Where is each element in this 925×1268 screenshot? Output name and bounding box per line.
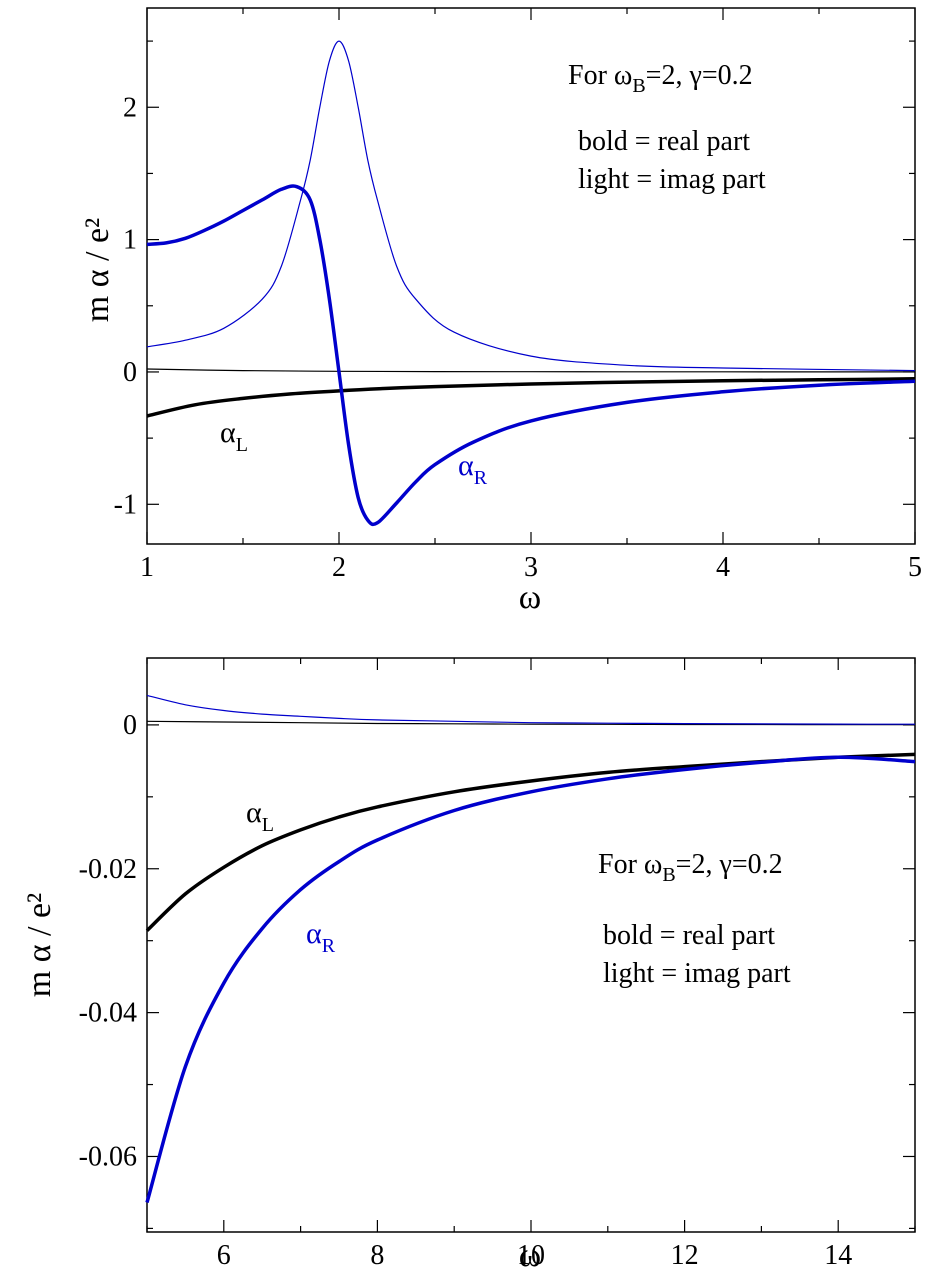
- bottom-label-alpha-l: αL: [246, 796, 274, 836]
- bottom-annotation: For ωB=2, γ=0.2 bold = real part light =…: [598, 849, 791, 989]
- bottom-x-tick-label: 10: [517, 1240, 545, 1268]
- top-y-tick-label: -1: [114, 489, 137, 520]
- bottom-label-alpha-r-main: α: [306, 917, 322, 950]
- top-alphaL-real-line: [146, 377, 916, 418]
- top-x-tick-label: 2: [332, 552, 346, 583]
- top-annotation-line2: bold = real part: [578, 126, 750, 157]
- bottom-y-axis-title: m α / e²: [21, 893, 58, 998]
- bottom-panel: 6 8 10 12 14 -0.06 -0.04 -0.02 0 m α / e² ω For …: [21, 657, 916, 1268]
- bottom-alphaR-imag-line: [146, 694, 916, 725]
- top-annotation-line1: For ωB=2, γ=0.2: [568, 60, 753, 97]
- bottom-x-tick-label: 12: [671, 1240, 699, 1268]
- top-alphaR-real-line: [146, 184, 916, 527]
- top-x-tick-label: 4: [716, 552, 730, 583]
- top-annotation-line3: light = imag part: [578, 164, 766, 195]
- top-alphaR-imag-line: [146, 40, 916, 372]
- top-label-alpha-l: αL: [220, 416, 248, 456]
- bottom-x-axis-title: ω: [519, 1237, 541, 1268]
- bottom-y-tick-label: -0.02: [79, 854, 137, 885]
- top-plot-frame: [146, 7, 916, 545]
- bottom-ticks: 6 8 10 12 14 -0.06 -0.04 -0.02 0: [79, 658, 916, 1268]
- bottom-alphaL-real-line: [145, 752, 916, 932]
- bottom-y-tick-label: 0: [123, 710, 137, 741]
- top-ticks: 1 2 3 4 5 -1 0 1 2: [114, 8, 922, 583]
- top-annot-prefix: For ω: [568, 60, 632, 91]
- top-x-tick-label: 3: [524, 552, 538, 583]
- top-annotation: For ωB=2, γ=0.2 bold = real part light =…: [568, 60, 766, 195]
- top-x-tick-label: 5: [908, 552, 922, 583]
- top-label-alpha-r: αR: [458, 449, 488, 489]
- top-alphaL-imag-line: [146, 368, 915, 373]
- bottom-annotation-line1: For ωB=2, γ=0.2: [598, 849, 783, 886]
- bottom-x-tick-label: 8: [370, 1240, 384, 1268]
- bottom-y-tick-label: -0.06: [79, 1141, 137, 1172]
- bottom-annot-prefix: For ω: [598, 849, 662, 880]
- top-annot-rest: =2, γ=0.2: [646, 60, 753, 91]
- top-y-tick-label: 2: [123, 92, 137, 123]
- top-y-tick-label: 0: [123, 357, 137, 388]
- top-y-axis-title: m α / e²: [79, 218, 116, 323]
- top-label-alpha-r-main: α: [458, 449, 474, 482]
- bottom-annot-sub: B: [662, 864, 675, 886]
- bottom-label-alpha-r: αR: [306, 917, 336, 957]
- top-annot-sub: B: [632, 75, 645, 97]
- bottom-annotation-line3: light = imag part: [603, 958, 791, 989]
- bottom-label-alpha-l-main: α: [246, 796, 262, 829]
- bottom-y-tick-label: -0.04: [79, 998, 137, 1029]
- top-x-tick-label: 1: [140, 552, 154, 583]
- bottom-annotation-line2: bold = real part: [603, 920, 775, 951]
- top-y-tick-label: 1: [123, 225, 137, 256]
- bottom-x-tick-label: 14: [824, 1240, 852, 1268]
- top-curves: [146, 40, 916, 527]
- bottom-alphaR-real-line: [145, 755, 916, 1203]
- top-label-alpha-r-sub: R: [474, 467, 488, 489]
- bottom-label-alpha-l-sub: L: [262, 814, 274, 836]
- top-panel: 1 2 3 4 5 -1 0 1 2 m α / e² ω For ωB=2, γ=0.2 bo…: [79, 7, 922, 616]
- top-label-alpha-l-sub: L: [236, 434, 248, 456]
- bottom-plot-frame: [146, 657, 916, 1233]
- bottom-annot-rest: =2, γ=0.2: [676, 849, 783, 880]
- bottom-curves: [145, 694, 916, 1203]
- top-x-axis-title: ω: [519, 579, 541, 616]
- top-label-alpha-l-main: α: [220, 416, 236, 449]
- bottom-x-tick-label: 6: [217, 1240, 231, 1268]
- bottom-alphaL-imag-line: [146, 720, 916, 726]
- bottom-label-alpha-r-sub: R: [322, 935, 336, 957]
